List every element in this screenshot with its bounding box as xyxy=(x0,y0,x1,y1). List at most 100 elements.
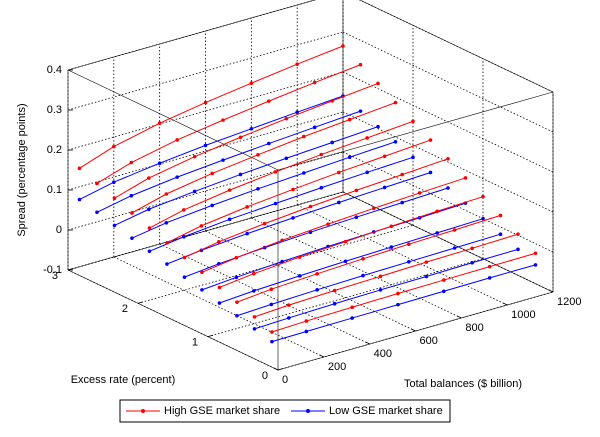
grid-line xyxy=(113,256,325,358)
data-point xyxy=(203,100,208,105)
tick-mark xyxy=(319,354,325,358)
grid-line xyxy=(296,204,508,306)
data-point xyxy=(396,302,400,307)
z-axis-title: Spread (percentage points) xyxy=(16,103,28,236)
data-point xyxy=(347,117,352,122)
data-point xyxy=(203,143,208,148)
data-point xyxy=(378,288,383,292)
grid-line xyxy=(137,224,414,304)
grid-line xyxy=(251,217,462,319)
data-point xyxy=(295,110,299,114)
axis-box-edge xyxy=(67,269,279,371)
legend-label: High GSE market share xyxy=(164,405,280,417)
data-point xyxy=(400,172,404,177)
data-point xyxy=(192,154,197,159)
data-point xyxy=(481,194,485,199)
data-point xyxy=(112,223,117,228)
data-point xyxy=(533,251,538,256)
data-point xyxy=(280,259,284,264)
data-point xyxy=(95,181,99,186)
data-point xyxy=(147,176,151,180)
data-point xyxy=(256,153,260,157)
series-line xyxy=(149,156,414,252)
data-point xyxy=(302,134,306,139)
data-point xyxy=(147,226,152,230)
data-point xyxy=(249,81,254,85)
data-point xyxy=(77,166,82,171)
data-point xyxy=(442,278,446,282)
data-point xyxy=(407,242,411,246)
data-point xyxy=(361,257,365,261)
axis-box-edge xyxy=(67,0,316,71)
grid-line xyxy=(358,0,554,93)
axis-box-edge xyxy=(359,0,554,93)
data-point xyxy=(396,291,400,296)
y-tick-label: 0 xyxy=(262,370,268,382)
data-point xyxy=(249,127,254,131)
data-point xyxy=(378,274,383,279)
series-line xyxy=(96,110,361,213)
data-point xyxy=(130,236,134,240)
y-tick-label: 1 xyxy=(192,337,198,349)
tick-mark xyxy=(548,289,554,293)
data-point xyxy=(315,288,319,292)
data-point xyxy=(350,305,354,310)
data-point xyxy=(295,62,299,66)
tick-mark xyxy=(207,334,214,338)
x-tick-label: 1000 xyxy=(511,309,535,321)
data-point xyxy=(304,329,309,334)
legend-marker xyxy=(306,409,310,413)
data-point xyxy=(533,263,538,267)
data-point xyxy=(95,210,99,215)
data-point xyxy=(200,288,204,292)
data-point xyxy=(393,140,398,144)
data-point xyxy=(424,260,429,264)
data-point xyxy=(227,188,232,192)
data-point xyxy=(284,116,289,121)
data-point xyxy=(463,176,468,180)
data-point xyxy=(157,121,162,125)
data-point xyxy=(164,192,169,196)
tick-mark xyxy=(137,301,144,304)
data-point xyxy=(470,260,474,265)
data-point xyxy=(238,172,243,177)
data-point xyxy=(210,171,214,176)
data-point xyxy=(428,170,433,175)
data-point xyxy=(129,193,134,198)
data-point xyxy=(319,185,324,190)
data-point xyxy=(252,327,257,331)
data-point xyxy=(343,239,348,244)
data-point xyxy=(112,180,116,184)
data-point xyxy=(400,200,404,205)
y-tick-label: 2 xyxy=(122,303,128,315)
data-point xyxy=(487,276,492,280)
data-point xyxy=(252,289,256,293)
data-point xyxy=(297,255,302,259)
data-point xyxy=(235,313,239,318)
data-point xyxy=(354,188,359,193)
data-point xyxy=(210,203,214,208)
data-point xyxy=(147,249,152,254)
series-line xyxy=(271,264,536,343)
x-tick-label: 800 xyxy=(465,322,483,334)
x-tick-label: 400 xyxy=(374,348,392,360)
data-point xyxy=(270,330,274,334)
data-point xyxy=(217,240,221,244)
data-point xyxy=(332,288,337,293)
data-point xyxy=(291,216,295,220)
data-point xyxy=(393,100,398,105)
data-point xyxy=(428,138,433,142)
series-line xyxy=(96,64,361,184)
data-point xyxy=(487,264,492,269)
data-point xyxy=(498,213,503,218)
legend-box xyxy=(119,399,451,423)
data-point xyxy=(77,197,82,202)
data-point xyxy=(326,222,330,226)
grid-line xyxy=(67,111,344,191)
data-point xyxy=(270,339,274,344)
data-point xyxy=(182,234,186,239)
data-point xyxy=(498,232,503,236)
data-point xyxy=(407,260,411,264)
